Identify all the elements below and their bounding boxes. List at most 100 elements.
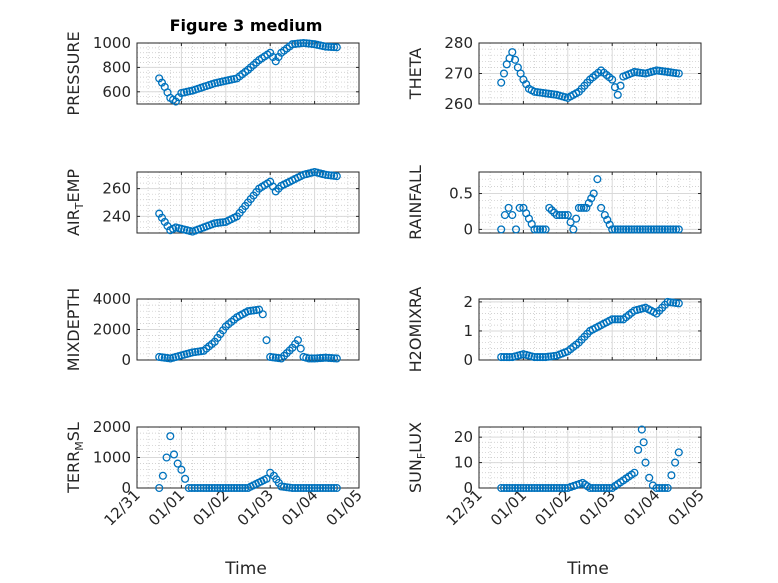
data-point-interp: [304, 39, 314, 48]
data-point-interp: [658, 67, 667, 76]
data-point-interp: [160, 353, 169, 362]
series-markers: [155, 305, 341, 363]
data-point-interp: [163, 354, 172, 363]
data-point: [321, 353, 330, 362]
y-tick-label: 1000: [93, 449, 131, 467]
data-point-interp: [327, 483, 336, 493]
y-axis-label: H2OMIXRA: [406, 287, 425, 373]
series-markers: [155, 167, 341, 236]
data-point-interp: [205, 483, 214, 493]
data-point-interp: [613, 225, 622, 234]
y-tick-label: 0: [463, 479, 473, 497]
data-point-interp: [327, 42, 336, 52]
data-point: [155, 483, 164, 493]
data-point-interp: [610, 315, 620, 324]
data-point-interp: [227, 483, 236, 493]
data-point: [262, 336, 271, 345]
data-point: [582, 203, 591, 212]
data-point-interp: [293, 483, 303, 493]
data-point-interp: [603, 215, 612, 224]
data-point: [310, 483, 319, 493]
data-point-interp: [313, 483, 322, 493]
data-point-interp: [552, 483, 561, 493]
data-point: [497, 483, 506, 493]
y-tick-label: 0: [463, 351, 473, 369]
data-point-interp: [610, 83, 620, 92]
data-point-interp: [316, 483, 325, 493]
y-tick-label: 800: [102, 58, 131, 76]
data-point: [634, 445, 643, 454]
data-point-interp: [324, 42, 333, 51]
data-point-interp: [499, 353, 509, 362]
axes-box: [136, 42, 360, 105]
y-tick-label: 260: [102, 180, 131, 198]
data-point-interp: [669, 298, 678, 307]
data-point: [530, 87, 539, 96]
data-point-interp: [538, 225, 547, 234]
data-point-interp: [558, 483, 567, 493]
data-point: [563, 211, 572, 220]
y-axis-label: AIRTEMP: [64, 169, 86, 236]
data-point-interp: [599, 483, 608, 493]
data-point: [155, 352, 164, 362]
data-point-interp: [216, 483, 225, 493]
y-tick-label: 260: [444, 95, 473, 113]
data-point-interp: [499, 483, 509, 493]
data-point: [504, 203, 513, 212]
data-point-interp: [513, 483, 522, 493]
y-tick-label: 270: [444, 65, 473, 83]
axes-box: [136, 171, 360, 234]
data-point: [663, 297, 672, 306]
data-point: [177, 465, 186, 474]
y-tick-label: 1: [463, 322, 473, 340]
data-point-interp: [271, 353, 280, 362]
data-point-interp: [544, 352, 553, 361]
subplot-4: 0 0.5 RAINFALL: [406, 165, 702, 240]
data-point-interp: [191, 347, 200, 357]
data-point-interp: [511, 55, 520, 64]
data-point-interp: [671, 298, 681, 308]
data-point-interp: [522, 483, 531, 493]
data-point-interp: [669, 225, 678, 234]
x-axis-label-left: Time: [224, 559, 267, 579]
data-point: [508, 48, 517, 57]
data-point-interp: [502, 483, 511, 493]
data-point-interp: [213, 218, 222, 227]
data-point-interp: [558, 211, 567, 220]
data-point-interp: [299, 483, 308, 493]
data-point-interp: [230, 483, 239, 493]
data-point-interp: [157, 353, 167, 362]
data-point-interp: [296, 39, 305, 48]
data-point: [663, 67, 672, 77]
data-point: [188, 348, 197, 357]
data-point-interp: [535, 225, 545, 234]
data-point-interp: [324, 171, 333, 180]
data-point: [293, 336, 303, 345]
data-point-interp: [193, 483, 202, 493]
data-point: [589, 189, 598, 198]
data-point-interp: [671, 225, 681, 234]
y-tick-label: 2: [463, 293, 473, 311]
data-point: [569, 225, 578, 234]
data-point-interp: [624, 225, 633, 234]
y-axis-label: THETA: [406, 48, 425, 100]
data-point: [332, 172, 341, 181]
series-markers: [497, 297, 683, 362]
data-point-interp: [238, 483, 247, 493]
y-tick-label: 1000: [93, 34, 131, 52]
data-point-interp: [210, 483, 219, 493]
data-point-interp: [224, 483, 233, 493]
data-point-interp: [547, 483, 556, 493]
data-point-interp: [533, 225, 542, 234]
data-point: [288, 40, 297, 49]
data-point: [663, 483, 672, 493]
data-point: [630, 67, 639, 77]
data-point-interp: [641, 225, 650, 234]
data-point: [597, 203, 606, 212]
data-point-interp: [291, 39, 300, 48]
data-point: [630, 225, 639, 234]
y-axis-label: SUNFLUX: [406, 422, 428, 493]
data-point: [511, 225, 521, 234]
data-point-interp: [605, 220, 614, 229]
data-point-interp: [302, 39, 311, 48]
